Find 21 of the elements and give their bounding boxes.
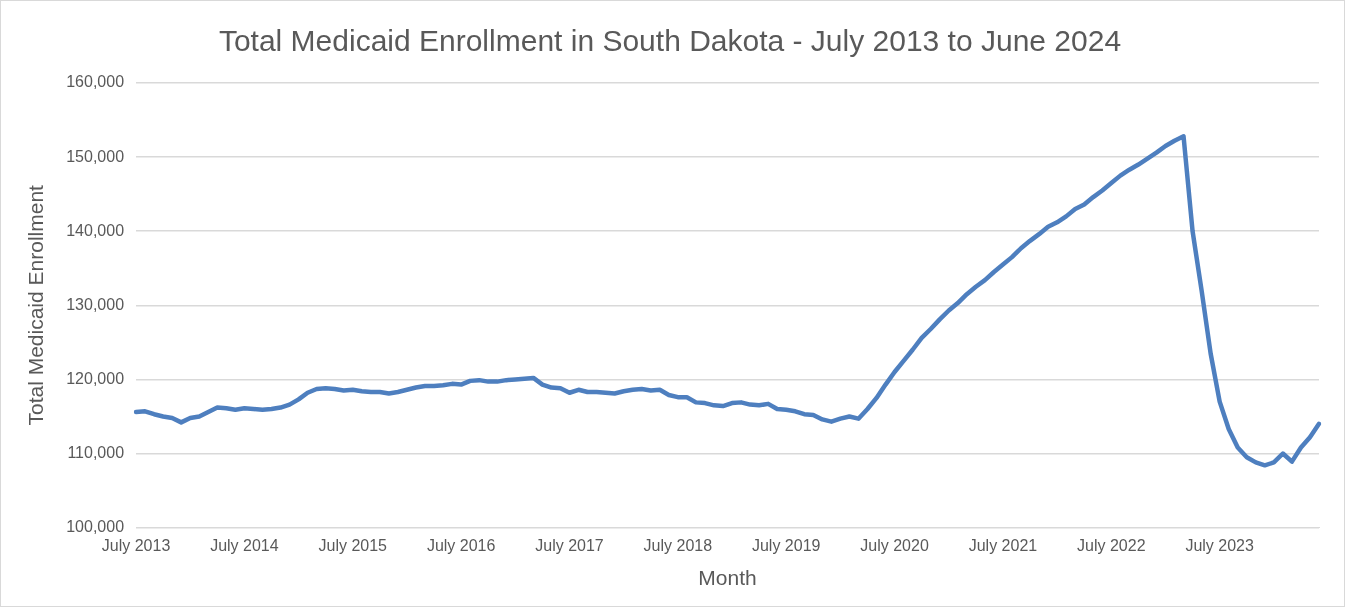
x-tick-label: July 2015 xyxy=(318,536,388,554)
x-tick-label: July 2019 xyxy=(751,536,821,554)
x-tick-label: July 2023 xyxy=(1185,536,1255,554)
y-tick-label: 120,000 xyxy=(66,369,125,387)
x-tick-label: July 2017 xyxy=(535,536,604,554)
x-tick-label: July 2014 xyxy=(210,536,279,554)
x-axis-title: Month xyxy=(698,566,757,590)
x-tick-label: July 2020 xyxy=(860,536,929,554)
y-axis-title: Total Medicaid Enrollment xyxy=(24,184,48,426)
y-tick-label: 150,000 xyxy=(66,147,125,165)
x-tick-label: July 2013 xyxy=(101,536,171,554)
x-tick-label: July 2022 xyxy=(1077,536,1146,554)
x-tick-label: July 2018 xyxy=(643,536,713,554)
y-tick-label: 140,000 xyxy=(66,221,125,239)
y-tick-label: 110,000 xyxy=(67,443,125,461)
x-tick-label: July 2021 xyxy=(968,536,1038,554)
x-tick-label: July 2016 xyxy=(426,536,496,554)
y-tick-label: 160,000 xyxy=(66,73,125,91)
chart-title: Total Medicaid Enrollment in South Dakota - July 2013 to June 2024 xyxy=(218,24,1122,58)
y-tick-label: 100,000 xyxy=(66,518,125,536)
y-tick-label: 130,000 xyxy=(66,295,125,313)
